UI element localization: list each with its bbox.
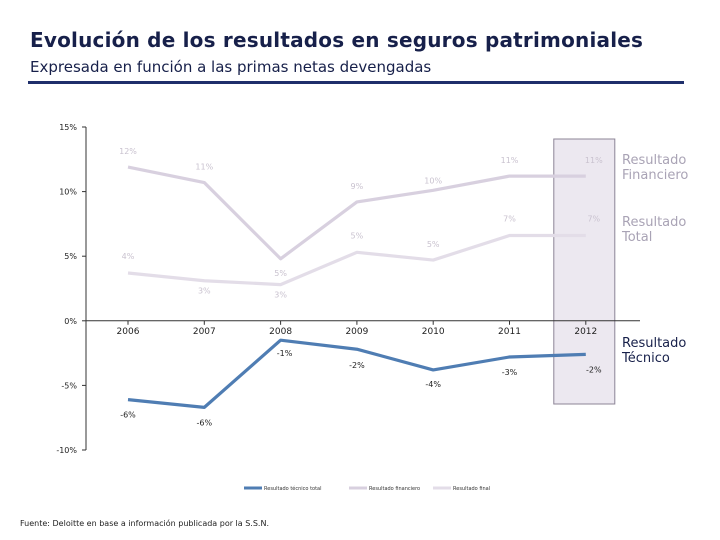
series-name-total: Total: [621, 230, 652, 245]
series-line-total: [127, 233, 586, 287]
data-label-financiero-2010: 10%: [424, 176, 442, 185]
data-label-financiero-2007: 11%: [195, 163, 213, 172]
page-title: Evolución de los resultados en seguros p…: [30, 28, 644, 52]
series-name-tecnico: Resultado: [622, 336, 686, 351]
legend-label-financiero: Resultado financiero: [369, 486, 420, 492]
data-label-tecnico-2008: -1%: [277, 349, 293, 358]
y-tick-label: 0%: [64, 317, 77, 326]
source-note: Fuente: Deloitte en base a información p…: [20, 519, 269, 528]
data-label-tecnico-2010: -4%: [425, 380, 441, 389]
data-label-total-2009: 5%: [351, 231, 364, 240]
data-label-total-2010: 5%: [427, 240, 440, 249]
data-label-financiero-2009: 9%: [351, 182, 364, 191]
x-tick-label-2009: 2009: [345, 327, 368, 337]
data-label-financiero-2006: 12%: [119, 147, 137, 156]
y-tick-label: -5%: [61, 381, 77, 390]
series-name-tecnico: Técnico: [621, 351, 670, 366]
data-label-financiero-2008: 5%: [274, 269, 287, 278]
data-label-tecnico-2011: -3%: [502, 368, 518, 377]
y-tick-label: 10%: [59, 188, 77, 197]
legend-label-total: Resultado final: [453, 486, 490, 492]
legend-label-tecnico: Resultado técnico total: [264, 485, 322, 492]
series-line-financiero: [127, 165, 586, 261]
data-label-total-2006: 4%: [122, 252, 135, 261]
data-label-tecnico-2012: -2%: [586, 365, 602, 374]
data-label-financiero-2012: 11%: [585, 156, 603, 165]
data-label-total-2008: 3%: [274, 291, 287, 300]
title-divider: [28, 81, 684, 84]
x-tick-label-2012: 2012: [574, 327, 597, 337]
data-label-tecnico-2009: -2%: [349, 361, 365, 370]
data-label-total-2007: 3%: [198, 287, 211, 296]
series-line-tecnico: [127, 338, 586, 409]
series-name-total: Resultado: [622, 215, 686, 230]
x-tick-label-2007: 2007: [193, 327, 216, 337]
page-subtitle: Expresada en función a las primas netas …: [30, 58, 432, 76]
series-name-financiero: Financiero: [622, 168, 688, 183]
x-tick-label-2011: 2011: [498, 327, 521, 337]
x-tick-label-2008: 2008: [269, 327, 292, 337]
y-tick-label: -10%: [56, 446, 77, 455]
y-tick-label: 5%: [64, 252, 77, 261]
data-label-financiero-2011: 11%: [501, 156, 519, 165]
series-name-financiero: Resultado: [622, 153, 686, 168]
data-label-tecnico-2007: -6%: [197, 418, 213, 427]
data-label-total-2012: 7%: [587, 215, 600, 224]
data-label-tecnico-2006: -6%: [120, 411, 136, 420]
highlight-2012-box: [553, 138, 616, 405]
x-tick-label-2010: 2010: [422, 327, 445, 337]
x-tick-label-2006: 2006: [117, 327, 140, 337]
data-label-total-2011: 7%: [503, 215, 516, 224]
y-tick-label: 15%: [59, 123, 77, 132]
